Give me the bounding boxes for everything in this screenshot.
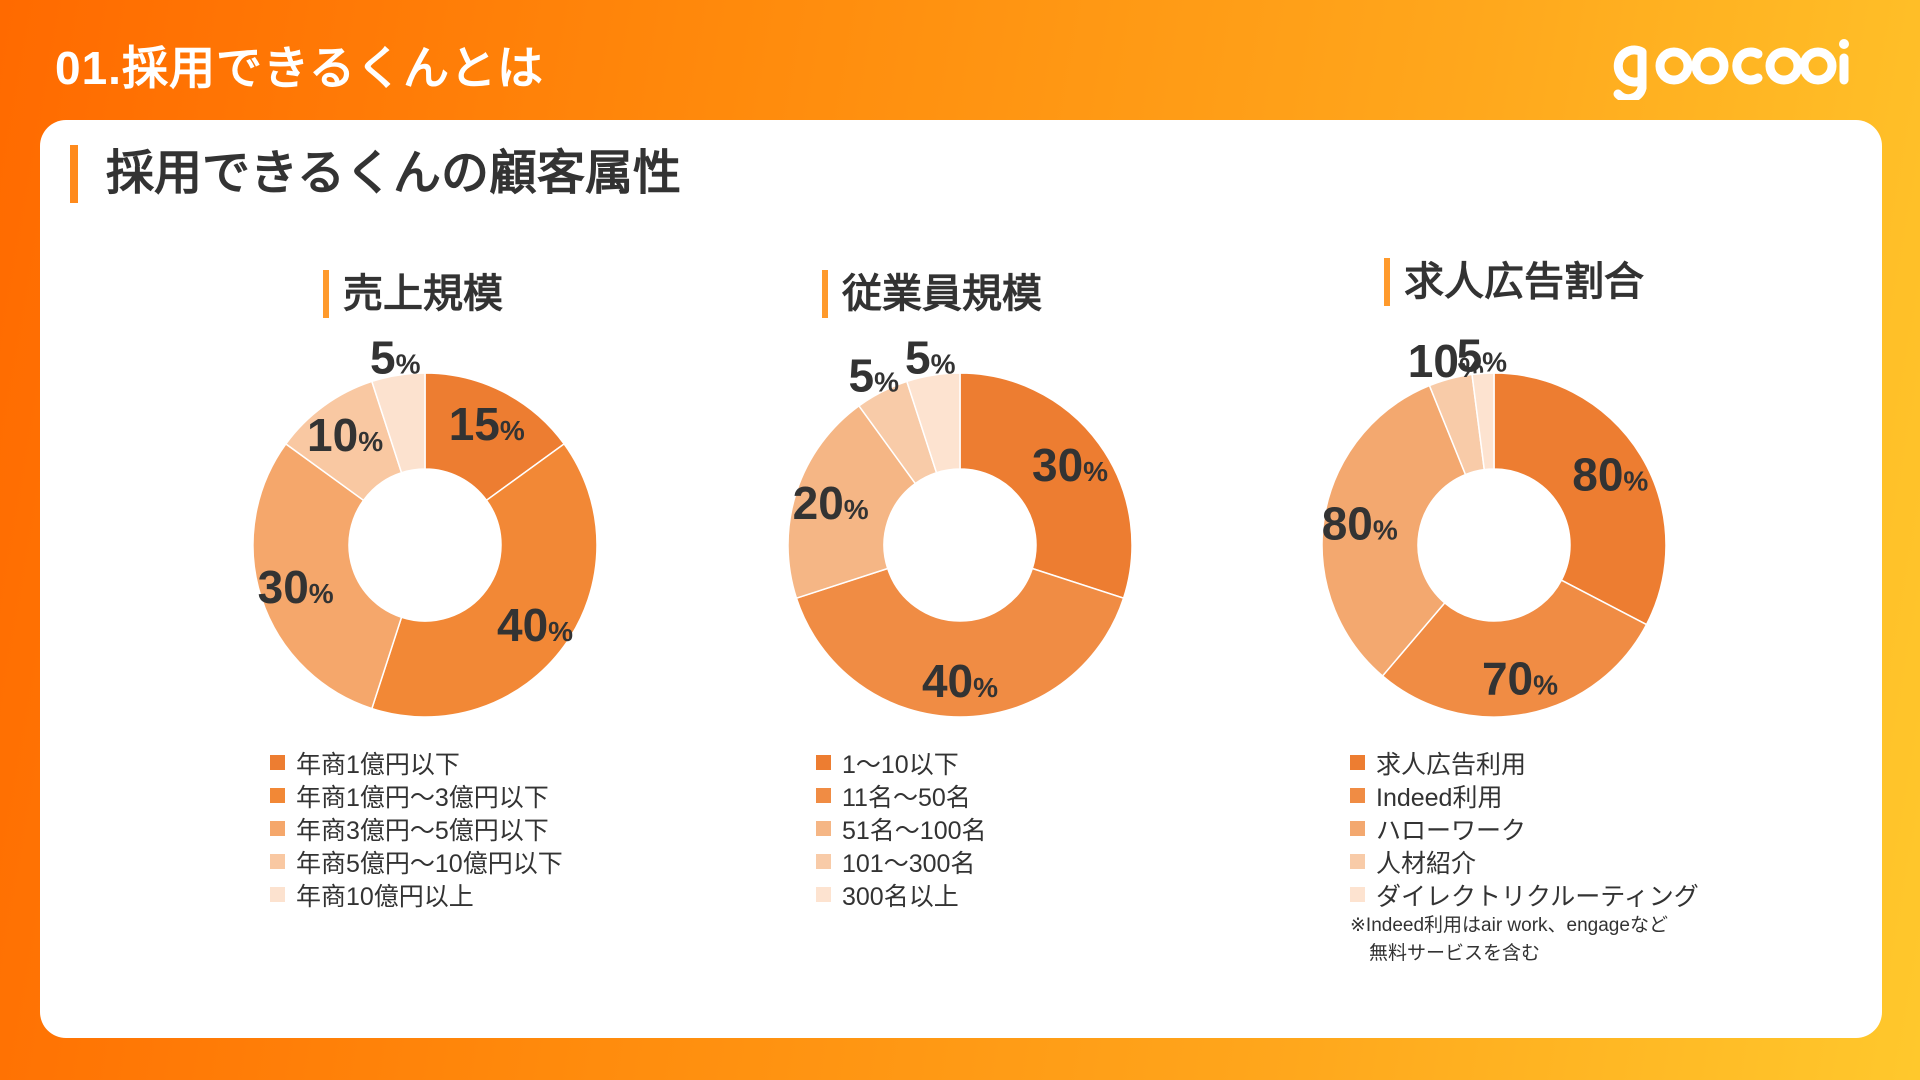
legend-swatch [1350,788,1365,803]
donut-slice [905,372,961,474]
legend-swatch [270,788,285,803]
donut-slice [959,372,1133,600]
chart-legend: 年商1億円以下年商1億円〜3億円以下 年商3億円〜5億円以下 年商5億円〜10億円以… [270,746,563,911]
legend-swatch [1350,854,1365,869]
legend-swatch [816,887,831,902]
legend-label: 300名以上 [842,882,959,911]
legend-label: ダイレクトリクルーティング [1376,882,1699,911]
chart-legend: 求人広告利用 Indeed利用 ハローワーク 人材紹介ダイレクトリクルーティング [1350,746,1699,911]
company-logo [1613,39,1849,100]
chart-employee-scale: 従業員規模 30% 40% 20% 5% 5% 1〜10以下 11名〜50名 51名〜100… [700,270,1220,970]
legend-item: 求人広告利用 [1350,746,1699,779]
donut-slice [1493,372,1667,626]
chart-title: 従業員規模 [822,270,1042,318]
legend-label: 101〜300名 [842,849,976,878]
chart-job-ad-ratio: 求人広告割合 80% 70% 80% 10% 5% 求人広告利用 Indeed利用 ハローワ… [1234,258,1754,970]
chart-legend: 1〜10以下 11名〜50名 51名〜100名 101〜300名 300名以上 [816,746,987,911]
data-label: 20% [793,477,869,529]
legend-item: 年商5億円〜10億円以下 [270,845,563,878]
legend-label: 人材紹介 [1376,849,1477,878]
data-label: 80% [1322,497,1398,549]
legend-label: 年商3億円〜5億円以下 [296,816,549,845]
legend-swatch [1350,887,1365,902]
data-label: 30% [258,561,334,613]
legend-swatch [270,854,285,869]
chart-footnote: ※Indeed利用はair work、engageなど 無料サービスを含む [1350,915,1668,964]
legend-item: 11名〜50名 [816,779,987,812]
donut-chart: 80% 70% 80% 10%5% [1321,329,1667,718]
data-label: 10% [1408,335,1484,387]
donut-slice [252,442,403,710]
data-label: 70% [1482,652,1558,704]
legend-item: 300名以上 [816,878,987,911]
legend-item: 年商3億円〜5億円以下 [270,812,563,845]
legend-swatch [816,821,831,836]
donut-chart: 15% 40% 30% 10% 5% [252,331,598,718]
legend-swatch [1350,755,1365,770]
data-label: 15% [449,398,525,450]
legend-label: 求人広告利用 [1376,750,1527,779]
donut-chart: 30% 40% 20% 5% 5% [787,331,1133,718]
slide-title: 01.採用できるくんとは [55,42,545,94]
legend-item: 年商10億円以上 [270,878,563,911]
data-label: 30% [1032,439,1108,491]
legend-item: ハローワーク [1350,812,1699,845]
chart-title: 求人広告割合 [1384,258,1644,306]
data-label: 40% [497,599,573,651]
donut-slice [370,372,426,474]
legend-item: 年商1億円以下 [270,746,563,779]
legend-label: 年商10億円以上 [296,882,474,911]
legend-swatch [816,755,831,770]
legend-label: 51名〜100名 [842,816,987,845]
panel-heading: 採用できるくんの顧客属性 [70,145,681,203]
donut-slice [1381,579,1648,718]
legend-item: 101〜300名 [816,845,987,878]
donut-slice [1321,384,1467,678]
legend-label: 年商5億円〜10億円以下 [296,849,563,878]
data-label: 80% [1572,448,1648,500]
legend-item: 年商1億円〜3億円以下 [270,779,563,812]
legend-swatch [270,755,285,770]
donut-slice [370,442,598,718]
legend-swatch [270,821,285,836]
legend-label: 年商1億円以下 [296,750,460,779]
legend-label: Indeed利用 [1376,783,1503,812]
donut-slice [795,567,1125,718]
legend-item: 人材紹介 [1350,845,1699,878]
legend-label: 年商1億円〜3億円以下 [296,783,549,812]
legend-item: ダイレクトリクルーティング [1350,878,1699,911]
legend-label: ハローワーク [1376,816,1527,845]
donut-slice [1471,372,1495,471]
legend-label: 1〜10以下 [842,750,959,779]
legend-item: 51名〜100名 [816,812,987,845]
legend-swatch [816,788,831,803]
data-label: 5% [1457,329,1508,381]
data-label: 5% [905,331,956,383]
chart-title: 売上規模 [323,270,503,318]
legend-swatch [816,854,831,869]
legend-item: 1〜10以下 [816,746,987,779]
chart-revenue-scale: 売上規模 15% 40% 30% 10% 5% 年商1億円以下年商1億円〜3億円以下 年商… [165,270,685,970]
legend-item: Indeed利用 [1350,779,1699,812]
donut-slice [787,404,917,600]
legend-swatch [1350,821,1365,836]
legend-label: 11名〜50名 [842,783,971,812]
data-label: 5% [848,350,899,402]
legend-swatch [270,887,285,902]
data-label: 40% [922,655,998,707]
data-label: 10% [307,409,383,461]
data-label: 5% [370,331,421,383]
